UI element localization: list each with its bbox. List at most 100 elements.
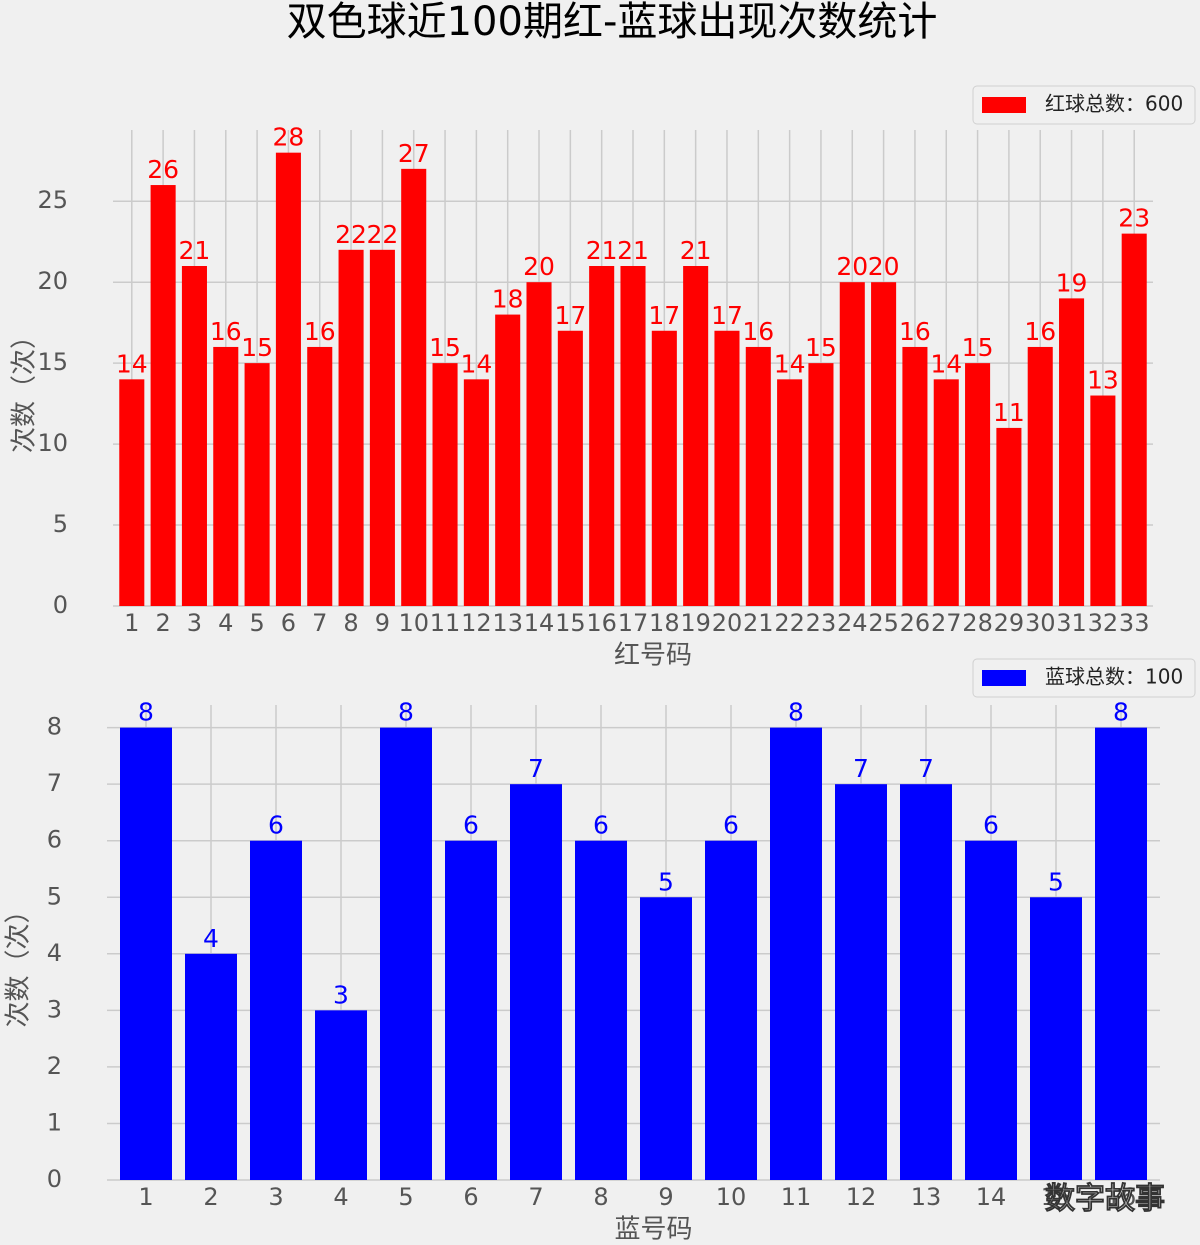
x-tick-label: 28 — [962, 609, 993, 637]
x-axis-label: 红号码 — [614, 641, 692, 671]
bar — [380, 727, 432, 1180]
y-tick-label: 2 — [47, 1052, 62, 1080]
x-tick-label: 21 — [743, 609, 774, 637]
x-tick-label: 2 — [203, 1183, 218, 1211]
x-tick-label: 25 — [868, 609, 899, 637]
x-tick-label: 16 — [586, 609, 617, 637]
bar — [275, 152, 301, 606]
data-label: 5 — [658, 867, 674, 896]
data-label: 15 — [241, 333, 273, 362]
bar — [683, 266, 709, 606]
bar — [1121, 233, 1147, 606]
x-tick-label: 17 — [618, 609, 649, 637]
data-label: 22 — [366, 220, 398, 249]
x-tick-label: 7 — [528, 1183, 543, 1211]
bar — [1095, 727, 1147, 1180]
y-tick-label: 6 — [47, 826, 62, 854]
data-label: 15 — [805, 333, 837, 362]
y-tick-label: 25 — [37, 186, 68, 214]
x-axis-label: 蓝号码 — [614, 1215, 692, 1245]
bar — [445, 840, 497, 1180]
x-tick-label: 11 — [781, 1183, 812, 1211]
x-tick-label: 12 — [461, 609, 492, 637]
y-tick-label: 1 — [47, 1108, 62, 1136]
data-label: 22 — [335, 220, 367, 249]
data-label: 8 — [1113, 698, 1129, 727]
data-label: 13 — [1087, 366, 1119, 395]
x-tick-label: 10 — [716, 1183, 747, 1211]
bar — [557, 330, 583, 606]
bar — [307, 346, 333, 606]
bar — [714, 330, 740, 606]
data-label: 17 — [554, 301, 586, 330]
bar — [495, 314, 521, 606]
x-tick-label: 30 — [1025, 609, 1056, 637]
y-axis-label: 次数（次） — [10, 323, 40, 453]
bar — [244, 363, 270, 606]
data-label: 16 — [742, 317, 774, 346]
bar — [900, 784, 952, 1180]
bar — [575, 840, 627, 1180]
legend-label: 红球总数：600 — [1045, 92, 1183, 116]
bar — [150, 185, 176, 607]
x-tick-label: 9 — [658, 1183, 673, 1211]
data-label: 21 — [680, 236, 712, 265]
y-tick-label: 0 — [53, 591, 68, 619]
x-tick-label: 10 — [398, 609, 429, 637]
x-tick-label: 1 — [124, 609, 139, 637]
data-label: 15 — [429, 333, 461, 362]
x-tick-label: 33 — [1119, 609, 1150, 637]
x-tick-label: 5 — [398, 1183, 413, 1211]
x-tick-label: 7 — [312, 609, 327, 637]
bar — [620, 266, 646, 606]
bar — [871, 282, 897, 606]
data-label: 16 — [899, 317, 931, 346]
data-label: 14 — [930, 349, 962, 378]
y-tick-label: 3 — [47, 995, 62, 1023]
legend-box — [972, 658, 1196, 698]
bar — [705, 840, 757, 1180]
x-tick-label: 32 — [1088, 609, 1119, 637]
data-label: 20 — [868, 252, 900, 281]
y-tick-label: 8 — [47, 713, 62, 741]
x-tick-label: 20 — [712, 609, 743, 637]
data-label: 14 — [116, 349, 148, 378]
x-tick-label: 1 — [138, 1183, 153, 1211]
bar — [996, 427, 1022, 606]
y-tick-label: 10 — [37, 429, 68, 457]
bar — [120, 727, 172, 1180]
data-label: 27 — [398, 139, 430, 168]
data-label: 4 — [203, 924, 219, 953]
bar — [250, 840, 302, 1180]
x-tick-label: 23 — [806, 609, 837, 637]
bar — [745, 346, 771, 606]
data-label: 6 — [593, 811, 609, 840]
data-label: 14 — [774, 349, 806, 378]
data-label: 16 — [304, 317, 336, 346]
bar — [808, 363, 834, 606]
bar — [1027, 346, 1053, 606]
bar — [213, 346, 239, 606]
data-label: 21 — [179, 236, 211, 265]
bar — [839, 282, 865, 606]
bar — [651, 330, 677, 606]
y-tick-label: 7 — [47, 769, 62, 797]
bar — [401, 168, 427, 606]
bar — [463, 379, 489, 606]
data-label: 8 — [788, 698, 804, 727]
data-label: 8 — [138, 698, 154, 727]
bar — [640, 897, 692, 1180]
data-label: 15 — [962, 333, 994, 362]
x-tick-label: 3 — [187, 609, 202, 637]
x-tick-label: 22 — [774, 609, 805, 637]
bar — [181, 266, 207, 606]
bar — [369, 249, 395, 607]
x-tick-label: 9 — [375, 609, 390, 637]
x-tick-label: 11 — [430, 609, 461, 637]
y-tick-label: 4 — [47, 939, 62, 967]
data-label: 7 — [918, 754, 934, 783]
data-label: 21 — [617, 236, 649, 265]
bar — [1030, 897, 1082, 1180]
x-tick-label: 27 — [931, 609, 962, 637]
